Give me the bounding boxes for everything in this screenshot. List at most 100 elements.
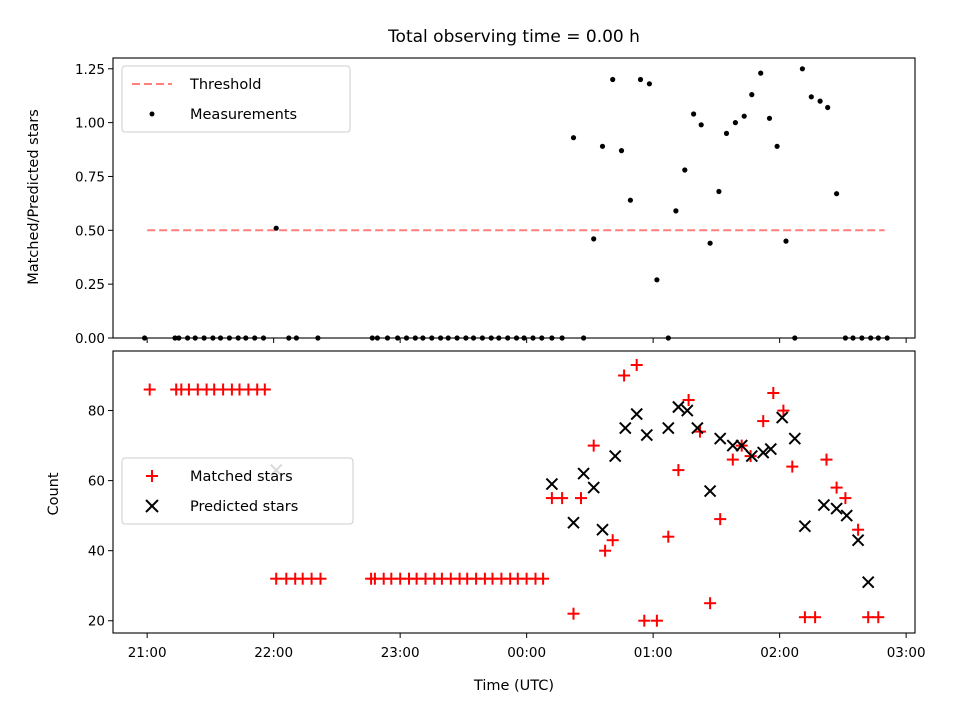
measurements-legend-label: Measurements xyxy=(190,107,297,123)
predicted-star-point xyxy=(640,428,654,442)
matched-legend-label: Matched stars xyxy=(190,469,293,485)
bottom-x-ticks: 21:00 22:00 23:00 00:00 01:00 02:00 03:00 xyxy=(128,633,926,661)
measurement-point xyxy=(707,240,713,246)
matched-star-point xyxy=(606,534,619,547)
top-y-tick-label: 1.00 xyxy=(75,116,105,132)
x-tick-label: 21:00 xyxy=(128,645,167,661)
predicted-star-point xyxy=(577,467,590,480)
measurement-point xyxy=(496,335,502,341)
predicted-star-point xyxy=(608,449,622,463)
measurement-point xyxy=(210,335,216,341)
predicted-star-point xyxy=(726,439,740,452)
predicted-star-point xyxy=(745,449,759,463)
matched-star-point xyxy=(862,611,875,624)
predicted-star-point xyxy=(756,446,770,459)
matched-star-point xyxy=(270,572,283,585)
measurement-point xyxy=(591,236,597,242)
matched-star-point xyxy=(682,394,695,406)
measurement-point xyxy=(273,225,279,231)
measurement-point xyxy=(374,335,380,341)
measurement-point xyxy=(691,111,697,117)
predicted-star-point xyxy=(798,519,812,533)
predicted-star-point xyxy=(630,407,643,421)
predicted-star-point xyxy=(861,575,875,589)
measurement-point xyxy=(559,335,565,341)
measurement-point xyxy=(445,335,451,341)
matched-star-point xyxy=(599,544,612,557)
measurement-point xyxy=(799,66,806,72)
predicted-star-point xyxy=(735,439,748,452)
measurement-point xyxy=(868,335,874,341)
measurement-point xyxy=(252,335,258,341)
measurement-point xyxy=(217,335,224,341)
matched-legend-icon xyxy=(146,470,158,482)
predicted-star-point xyxy=(567,516,580,529)
top-panel: Total observing time = 0.00 h Matched/Pr… xyxy=(26,27,916,347)
predicted-star-point xyxy=(662,421,675,435)
measurement-point xyxy=(463,335,469,341)
measurement-point xyxy=(395,335,401,341)
measurement-point xyxy=(581,335,587,341)
measurement-point xyxy=(513,335,520,341)
top-y-tick-label: 1.25 xyxy=(75,62,105,78)
matched-star-point xyxy=(537,572,550,585)
bottom-legend: Matched stars Predicted stars xyxy=(121,457,354,525)
measurement-point xyxy=(817,98,823,104)
measurement-point xyxy=(429,335,435,341)
measurement-point xyxy=(384,335,391,341)
measurement-point xyxy=(286,335,292,341)
measurement-point xyxy=(142,335,148,341)
matched-star-point xyxy=(757,415,770,428)
measurement-point xyxy=(627,197,634,203)
measurement-point xyxy=(192,335,198,341)
predicted-star-point xyxy=(672,400,685,414)
measurement-point xyxy=(875,335,881,341)
measurement-point xyxy=(315,335,321,341)
measurement-point xyxy=(792,335,798,341)
matched-star-point xyxy=(587,439,600,452)
matched-star-point xyxy=(777,404,790,417)
predicted-star-point xyxy=(851,533,865,547)
bottom-y-tick-label: 60 xyxy=(88,474,105,490)
bottom-panel: Count Time (UTC) 20 40 60 80 21:00 22:00 23:0… xyxy=(46,350,926,694)
measurement-point xyxy=(438,335,444,341)
predicted-star-point xyxy=(587,481,600,494)
measurement-point xyxy=(420,335,426,341)
matched-star-point xyxy=(575,492,587,505)
measurement-point xyxy=(808,94,814,100)
measurement-point xyxy=(825,104,831,111)
predicted-star-point xyxy=(545,477,559,491)
measurement-point xyxy=(172,335,178,341)
x-tick-label: 00:00 xyxy=(507,645,546,661)
top-y-axis-label: Matched/Predicted stars xyxy=(26,109,42,285)
predicted-legend-icon xyxy=(145,499,159,513)
predicted-star-point xyxy=(840,509,853,522)
measurement-point xyxy=(201,335,207,341)
measurement-point xyxy=(369,335,375,341)
matched-star-point xyxy=(258,383,271,396)
matched-star-point xyxy=(798,611,811,624)
top-y-tick-label: 0.00 xyxy=(75,331,105,347)
matched-star-point xyxy=(545,492,558,505)
measurement-point xyxy=(488,335,494,341)
bottom-y-axis-label: Count xyxy=(46,472,62,515)
measurement-point xyxy=(758,70,764,76)
x-tick-label: 23:00 xyxy=(381,645,420,661)
measurement-point xyxy=(766,115,773,121)
bottom-plot-frame xyxy=(112,350,916,634)
top-y-tick-label: 0.75 xyxy=(75,169,105,185)
measurement-point xyxy=(749,92,755,98)
top-legend-box xyxy=(121,65,351,133)
matched-star-point xyxy=(704,597,717,610)
chart-title: Total observing time = 0.00 h xyxy=(387,27,640,47)
predicted-stars-series xyxy=(269,400,875,589)
matched-star-point xyxy=(809,611,822,624)
predicted-legend-label: Predicted stars xyxy=(190,499,298,515)
bottom-legend-box xyxy=(121,457,354,525)
measurement-point xyxy=(774,143,780,149)
measurement-point xyxy=(842,335,849,341)
matched-star-point xyxy=(786,460,799,473)
measurement-point xyxy=(859,335,865,341)
predicted-star-point xyxy=(817,498,831,512)
